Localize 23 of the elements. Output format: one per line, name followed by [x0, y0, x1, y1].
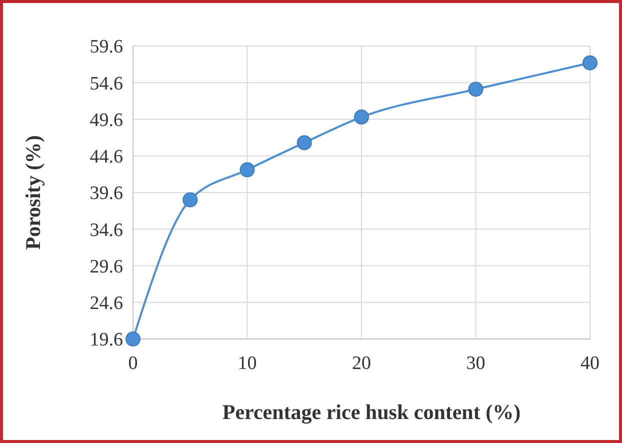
- y-tick-label: 39.6: [90, 183, 123, 204]
- point: [182, 192, 198, 208]
- point: [468, 82, 484, 97]
- x-tick-label: 0: [128, 353, 138, 374]
- y-tick-label: 44.6: [90, 146, 123, 168]
- y-axis-title: Porosity (%): [21, 135, 45, 250]
- x-tick-label: 20: [352, 353, 371, 374]
- y-tick-label: 29.6: [90, 256, 123, 278]
- point: [296, 135, 312, 150]
- point: [126, 332, 140, 346]
- y-tick-label: 59.6: [90, 36, 123, 58]
- y-tick-label: 24.6: [90, 293, 123, 314]
- y-tick-label: 54.6: [90, 73, 123, 94]
- y-tick-label: 19.6: [90, 330, 123, 351]
- point: [582, 55, 598, 70]
- point: [354, 110, 369, 125]
- point: [240, 162, 255, 178]
- x-axis-title: Percentage rice husk content (%): [222, 400, 521, 424]
- y-tick-label: 49.6: [90, 110, 123, 131]
- x-tick-label: 30: [466, 353, 486, 374]
- x-tick-label: 40: [580, 353, 600, 374]
- x-tick-label: 10: [238, 353, 257, 374]
- y-tick-label: 34.6: [90, 220, 123, 241]
